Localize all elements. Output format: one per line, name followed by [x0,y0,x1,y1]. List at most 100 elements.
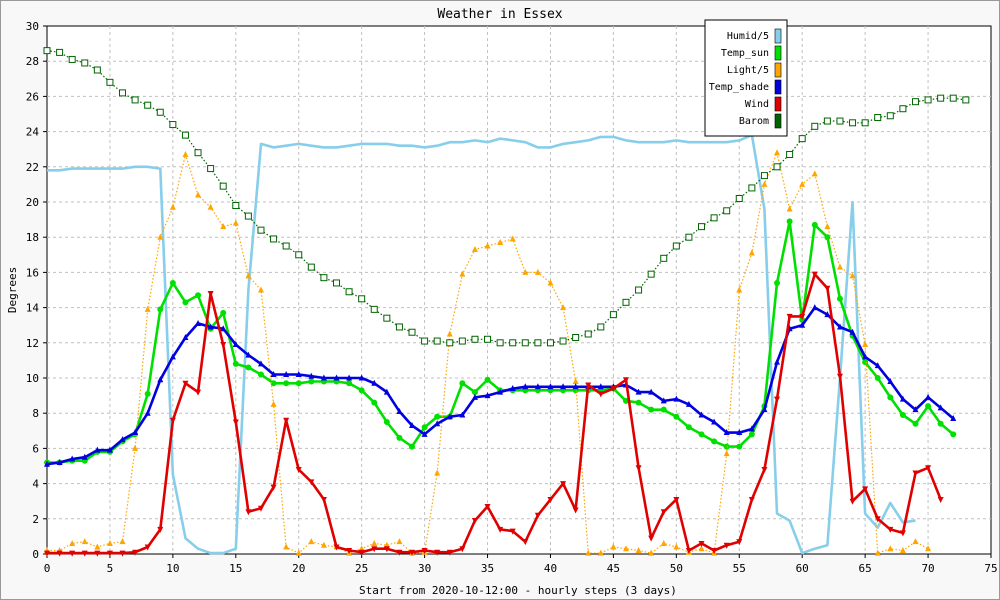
data-point [434,420,441,427]
data-point [925,393,932,400]
data-point [534,268,541,275]
data-point [257,505,264,512]
data-point [132,549,139,556]
legend: Humid/5 Temp_sun Light/5 Temp_shade Wind Baro… [704,19,788,137]
data-point [673,395,680,402]
data-point [962,96,970,104]
data-point [232,341,239,348]
data-point [220,223,227,230]
data-point [106,550,113,557]
data-point [157,526,164,533]
data-point [698,545,705,552]
data-point [257,226,265,234]
data-point [774,358,781,365]
data-point [660,539,667,546]
x-tick-label: 55 [733,562,746,575]
data-point [245,509,252,516]
data-point [735,194,743,202]
data-point [899,411,906,418]
data-point [471,518,478,525]
data-point [572,334,580,342]
y-tick-label: 24 [26,126,40,139]
data-point [333,374,340,381]
y-tick-label: 30 [26,20,39,33]
series-wind [44,271,944,557]
data-point [685,400,692,407]
data-point [157,233,164,240]
data-point [660,397,667,404]
data-point [660,254,668,262]
data-point [647,270,655,278]
data-point [232,360,239,367]
data-point [924,96,932,104]
data-point [799,180,806,187]
legend-label: Temp_shade [709,82,769,93]
chart-title: Weather in Essex [437,7,562,22]
data-point [824,223,831,230]
data-point [358,387,365,394]
y-tick-label: 20 [26,196,39,209]
data-point [308,538,315,545]
data-point [119,89,127,97]
data-point [169,417,176,424]
data-point [358,545,365,552]
data-point [471,389,478,396]
x-tick-label: 75 [984,562,997,575]
series-line-light-5 [47,152,929,554]
data-point [396,434,403,441]
data-point [459,270,466,277]
y-tick-label: 16 [26,266,39,279]
data-point [383,419,390,425]
data-point [484,242,491,249]
data-point [245,272,252,279]
data-point [169,353,176,360]
legend-swatch [774,62,782,78]
data-point [195,389,202,396]
data-point [346,547,353,554]
data-point [245,364,252,371]
data-point [622,298,630,306]
legend-box [704,19,788,137]
data-point [660,509,667,516]
data-point [912,538,919,545]
data-point [409,422,416,429]
data-point [244,212,252,220]
data-point [44,550,50,557]
data-point [711,418,718,425]
data-point [257,371,264,378]
data-point [434,469,441,476]
data-point [521,339,529,347]
data-point [245,351,252,358]
x-tick-label: 15 [229,562,242,575]
data-point [421,424,428,431]
data-point [748,431,755,438]
x-tick-label: 65 [859,562,872,575]
data-point [156,108,164,116]
data-point [811,170,818,177]
y-tick-label: 14 [26,302,40,315]
data-point [874,362,881,369]
data-point [484,392,491,399]
data-point [648,388,655,395]
data-point [320,496,327,503]
y-tick-label: 26 [26,90,39,103]
data-point [572,378,579,385]
data-point [157,306,164,313]
data-point [182,150,189,157]
data-point [685,233,693,241]
data-point [635,286,643,294]
data-point [446,339,454,347]
data-point [220,325,227,332]
data-point [887,545,894,552]
data-point [836,117,844,125]
data-point [459,411,466,418]
data-point [925,545,932,552]
data-point [421,430,428,437]
data-point [257,286,264,293]
data-point [635,465,642,472]
data-point [81,59,89,67]
data-point [723,207,731,215]
data-point [849,328,856,335]
data-point [774,396,781,403]
